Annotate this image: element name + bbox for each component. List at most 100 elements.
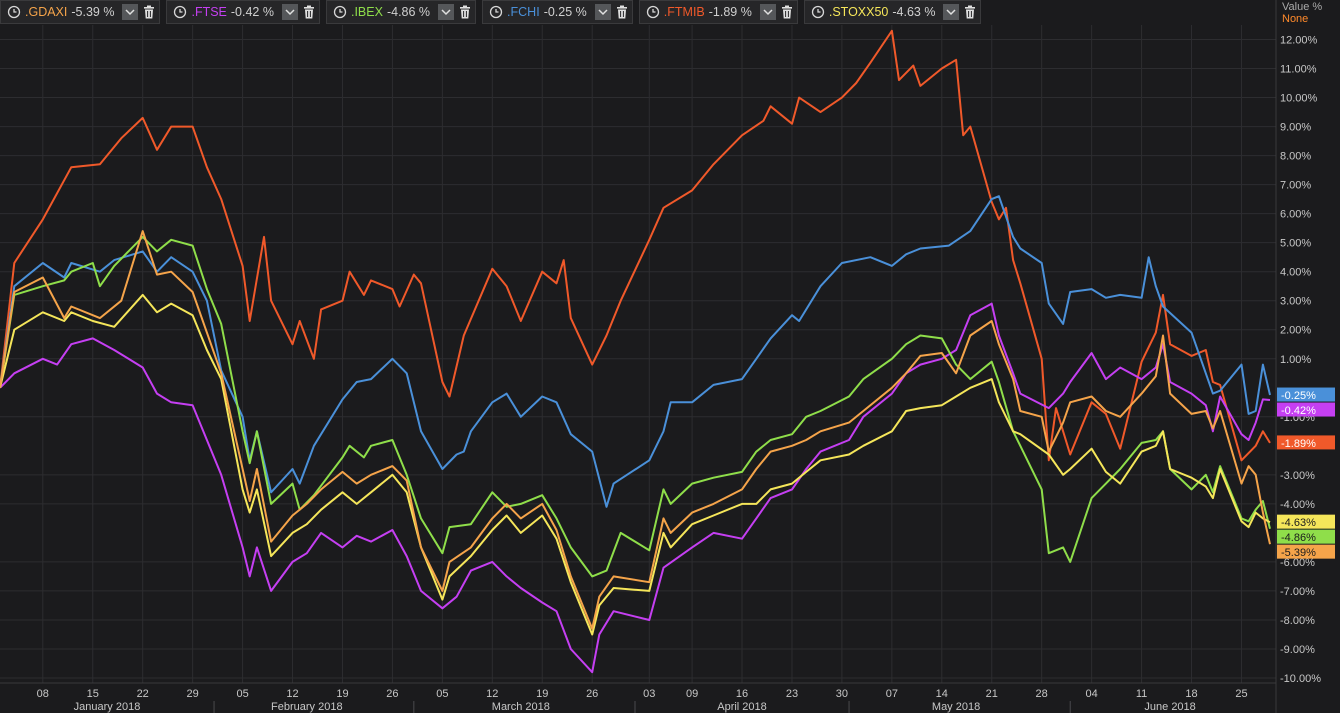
y-tick-label: 11.00% — [1280, 64, 1317, 76]
trash-icon[interactable] — [302, 4, 316, 20]
value-axis-mode[interactable]: None — [1282, 13, 1309, 25]
x-tick-label: 05 — [436, 688, 448, 700]
trash-icon[interactable] — [963, 4, 977, 20]
svg-text:-0.42%: -0.42% — [1281, 405, 1316, 417]
clock-icon — [173, 5, 187, 19]
chevron-down-icon[interactable] — [122, 4, 139, 20]
end-label-ibex: -4.86% — [1277, 529, 1335, 544]
series-line-gdaxi[interactable] — [0, 230, 1271, 630]
trash-icon[interactable] — [615, 4, 629, 20]
chevron-down-icon[interactable] — [759, 4, 776, 20]
y-tick-label: 9.00% — [1280, 122, 1311, 134]
series-line-ftmib[interactable] — [0, 29, 1271, 462]
x-tick-label: 30 — [836, 688, 848, 700]
y-tick-label: -8.00% — [1280, 615, 1315, 627]
clock-icon — [7, 5, 21, 19]
y-tick-label: 12.00% — [1280, 35, 1318, 47]
value-axis-header: Value % None — [1282, 1, 1322, 25]
x-month-label: May 2018 — [932, 701, 980, 713]
x-tick-label: 19 — [336, 688, 348, 700]
x-tick-label: 16 — [736, 688, 748, 700]
clock-icon — [489, 5, 503, 19]
svg-text:-0.25%: -0.25% — [1281, 390, 1316, 402]
x-tick-label: 15 — [87, 688, 99, 700]
y-tick-label: -10.00% — [1280, 673, 1321, 685]
series-line-ibex[interactable] — [0, 235, 1271, 578]
y-tick-label: -9.00% — [1280, 644, 1315, 656]
chevron-down-icon[interactable] — [943, 4, 960, 20]
legend-ric: .STOXX50 — [828, 5, 889, 19]
x-tick-label: 03 — [643, 688, 655, 700]
legend-change: -4.86 % — [386, 5, 431, 19]
x-tick-label: 14 — [936, 688, 948, 700]
x-tick-label: 07 — [886, 688, 898, 700]
trash-icon[interactable] — [780, 4, 794, 20]
clock-icon — [811, 5, 825, 19]
x-month-label: January 2018 — [74, 701, 141, 713]
series-line-ftse[interactable] — [0, 302, 1271, 674]
legend-chip-ftmib[interactable]: .FTMIB -1.89 % — [638, 0, 798, 24]
x-tick-label: 29 — [187, 688, 199, 700]
y-tick-label: -4.00% — [1280, 499, 1315, 511]
legend-ric: .FCHI — [507, 5, 540, 19]
y-axis: 12.00% 11.00% 10.00% 9.00% 8.00% 7.00% 6.00% 5.… — [1280, 35, 1321, 685]
x-tick-label: 08 — [37, 688, 49, 700]
legend-change: -1.89 % — [708, 5, 752, 19]
x-tick-label: 09 — [686, 688, 698, 700]
legend-change: -4.63 % — [892, 5, 936, 19]
end-label-stoxx50: -4.63% — [1277, 514, 1335, 529]
chevron-down-icon[interactable] — [281, 4, 298, 20]
value-axis-unit: Value % — [1282, 1, 1323, 13]
svg-text:-1.89%: -1.89% — [1281, 438, 1316, 450]
y-tick-label: 6.00% — [1280, 209, 1311, 221]
y-tick-label: 3.00% — [1280, 296, 1311, 308]
legend-chip-stoxx50[interactable]: .STOXX50 -4.63 % — [803, 0, 982, 24]
x-tick-label: 26 — [386, 688, 398, 700]
y-tick-label: 2.00% — [1280, 325, 1311, 337]
legend-chip-ftse[interactable]: .FTSE -0.42 % — [166, 0, 320, 24]
svg-text:-4.63%: -4.63% — [1281, 517, 1316, 529]
chevron-down-icon[interactable] — [438, 4, 455, 20]
y-tick-label: -6.00% — [1280, 557, 1315, 569]
x-tick-label: 11 — [1136, 688, 1147, 700]
legend-chip-fchi[interactable]: .FCHI -0.25 % — [482, 0, 633, 24]
x-tick-label: 21 — [986, 688, 998, 700]
series-line-stoxx50[interactable] — [0, 293, 1271, 636]
legend-change: -5.39 % — [71, 5, 115, 19]
y-tick-label: 1.00% — [1280, 354, 1311, 366]
legend-chip-gdaxi[interactable]: .GDAXI -5.39 % — [0, 0, 161, 24]
trash-icon[interactable] — [142, 4, 156, 20]
x-month-label: February 2018 — [271, 701, 343, 713]
x-month-label: March 2018 — [492, 701, 550, 713]
end-label-gdaxi: -5.39% — [1277, 544, 1335, 559]
y-tick-label: -3.00% — [1280, 470, 1315, 482]
series-line-fchi[interactable] — [0, 195, 1271, 508]
x-tick-label: 12 — [286, 688, 298, 700]
legend-change: -0.25 % — [543, 5, 587, 19]
trash-icon[interactable] — [458, 4, 472, 20]
grid-layer — [0, 0, 1277, 713]
chevron-down-icon[interactable] — [594, 4, 611, 20]
legend-chip-ibex[interactable]: .IBEX -4.86 % — [325, 0, 477, 24]
end-labels: -0.25% -0.42% -1.89% -4.63% -4.86% -5.39% — [1277, 387, 1335, 559]
x-tick-label: 04 — [1086, 688, 1098, 700]
x-tick-label: 12 — [486, 688, 498, 700]
x-tick-label: 26 — [586, 688, 598, 700]
x-tick-label: 05 — [236, 688, 248, 700]
y-tick-label: 10.00% — [1280, 93, 1318, 105]
x-tick-label: 19 — [536, 688, 548, 700]
svg-text:-5.39%: -5.39% — [1281, 547, 1316, 559]
end-label-ftse: -0.42% — [1277, 402, 1335, 417]
clock-icon — [646, 5, 660, 19]
x-month-label: June 2018 — [1144, 701, 1195, 713]
legend-ric: .FTMIB — [663, 5, 705, 19]
clock-icon — [333, 5, 347, 19]
x-month-label: April 2018 — [717, 701, 767, 713]
y-tick-label: 5.00% — [1280, 238, 1311, 250]
y-tick-label: 7.00% — [1280, 180, 1311, 192]
legend-bar: .GDAXI -5.39 % .FTSE -0.42 % .IBEX -4.86 % .FC… — [0, 0, 1275, 24]
legend-ric: .IBEX — [350, 5, 383, 19]
legend-change: -0.42 % — [230, 5, 274, 19]
x-tick-label: 18 — [1185, 688, 1197, 700]
